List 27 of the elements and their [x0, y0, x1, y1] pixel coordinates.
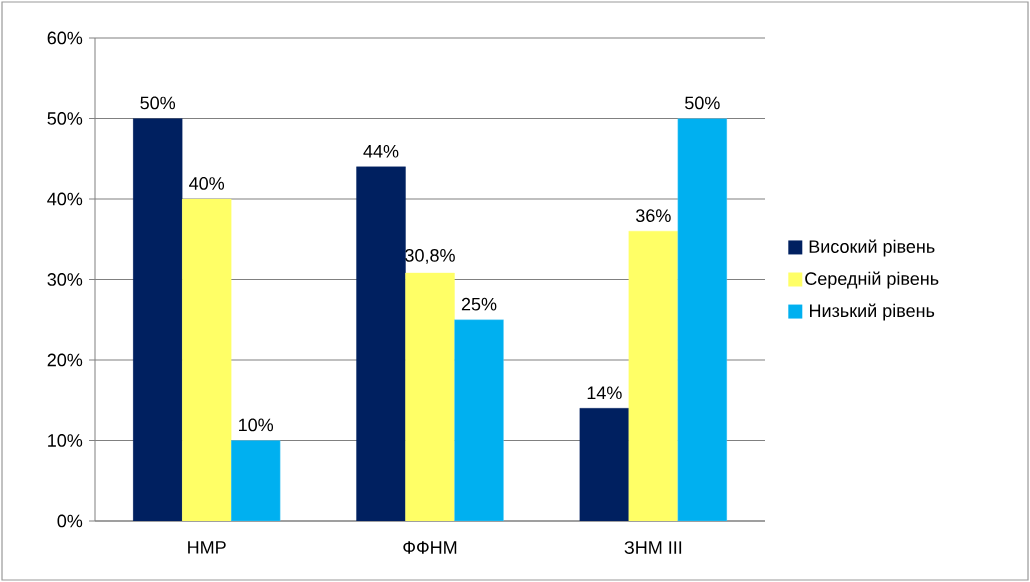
bar	[677, 118, 728, 521]
y-tick-label: 50%	[47, 112, 83, 125]
legend-label: Середній рівень	[805, 271, 939, 289]
legend-label: Низький рівень	[810, 303, 935, 321]
data-label: 10%	[239, 418, 274, 432]
x-tick-label: ЗНМ ІІІ	[624, 541, 682, 554]
data-label: 50%	[140, 96, 176, 110]
bar	[230, 440, 281, 521]
x-tick-label: ФФНМ	[403, 541, 457, 554]
y-tick-label: 20%	[47, 353, 83, 367]
y-tick-label: 60%	[47, 31, 83, 45]
data-label: 44%	[363, 145, 399, 158]
bar	[181, 198, 232, 521]
y-tick-label: 0%	[57, 514, 83, 528]
bar	[405, 272, 455, 521]
y-tick-label: 40%	[47, 192, 83, 206]
data-label: 14%	[587, 386, 622, 400]
legend-label: Високий рівень	[809, 239, 935, 257]
data-label: 36%	[636, 209, 671, 222]
y-tick-label: 30%	[47, 273, 83, 286]
bar	[454, 319, 504, 521]
data-label: 50%	[685, 96, 720, 110]
data-label: 40%	[189, 177, 225, 190]
y-tick-label: 10%	[48, 434, 83, 447]
x-tick-label: НМР	[188, 541, 226, 554]
data-label: 25%	[461, 297, 497, 311]
bar	[628, 231, 679, 521]
